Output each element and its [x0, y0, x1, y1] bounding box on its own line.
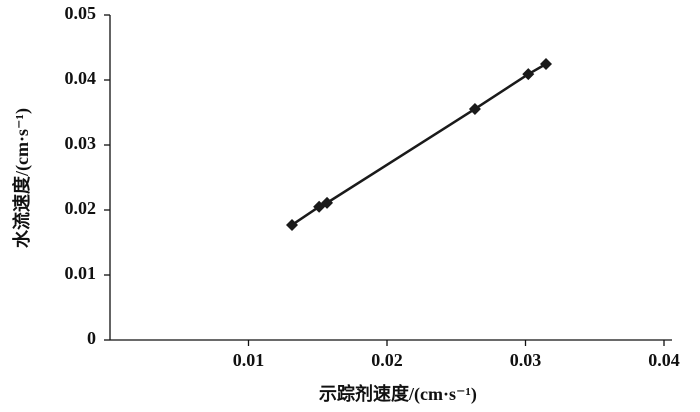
y-tick-label: 0.01	[65, 263, 97, 283]
marker	[468, 102, 481, 115]
y-tick-label: 0.03	[65, 133, 97, 153]
y-axis-label: 水流速度/(cm·s⁻¹)	[11, 108, 33, 248]
marker	[321, 196, 334, 209]
x-tick-label: 0.04	[648, 350, 680, 370]
y-tick-label: 0.02	[65, 198, 97, 218]
y-tick-label: 0.05	[65, 3, 97, 23]
x-tick-label: 0.01	[233, 350, 265, 370]
marker	[522, 68, 535, 81]
marker	[285, 218, 298, 231]
marker	[539, 58, 552, 71]
x-axis-label: 示踪剂速度/(cm·s⁻¹)	[319, 383, 477, 405]
y-tick-label: 0	[87, 328, 96, 348]
y-tick-label: 0.04	[65, 68, 97, 88]
x-tick-label: 0.03	[510, 350, 542, 370]
x-tick-label: 0.02	[371, 350, 403, 370]
